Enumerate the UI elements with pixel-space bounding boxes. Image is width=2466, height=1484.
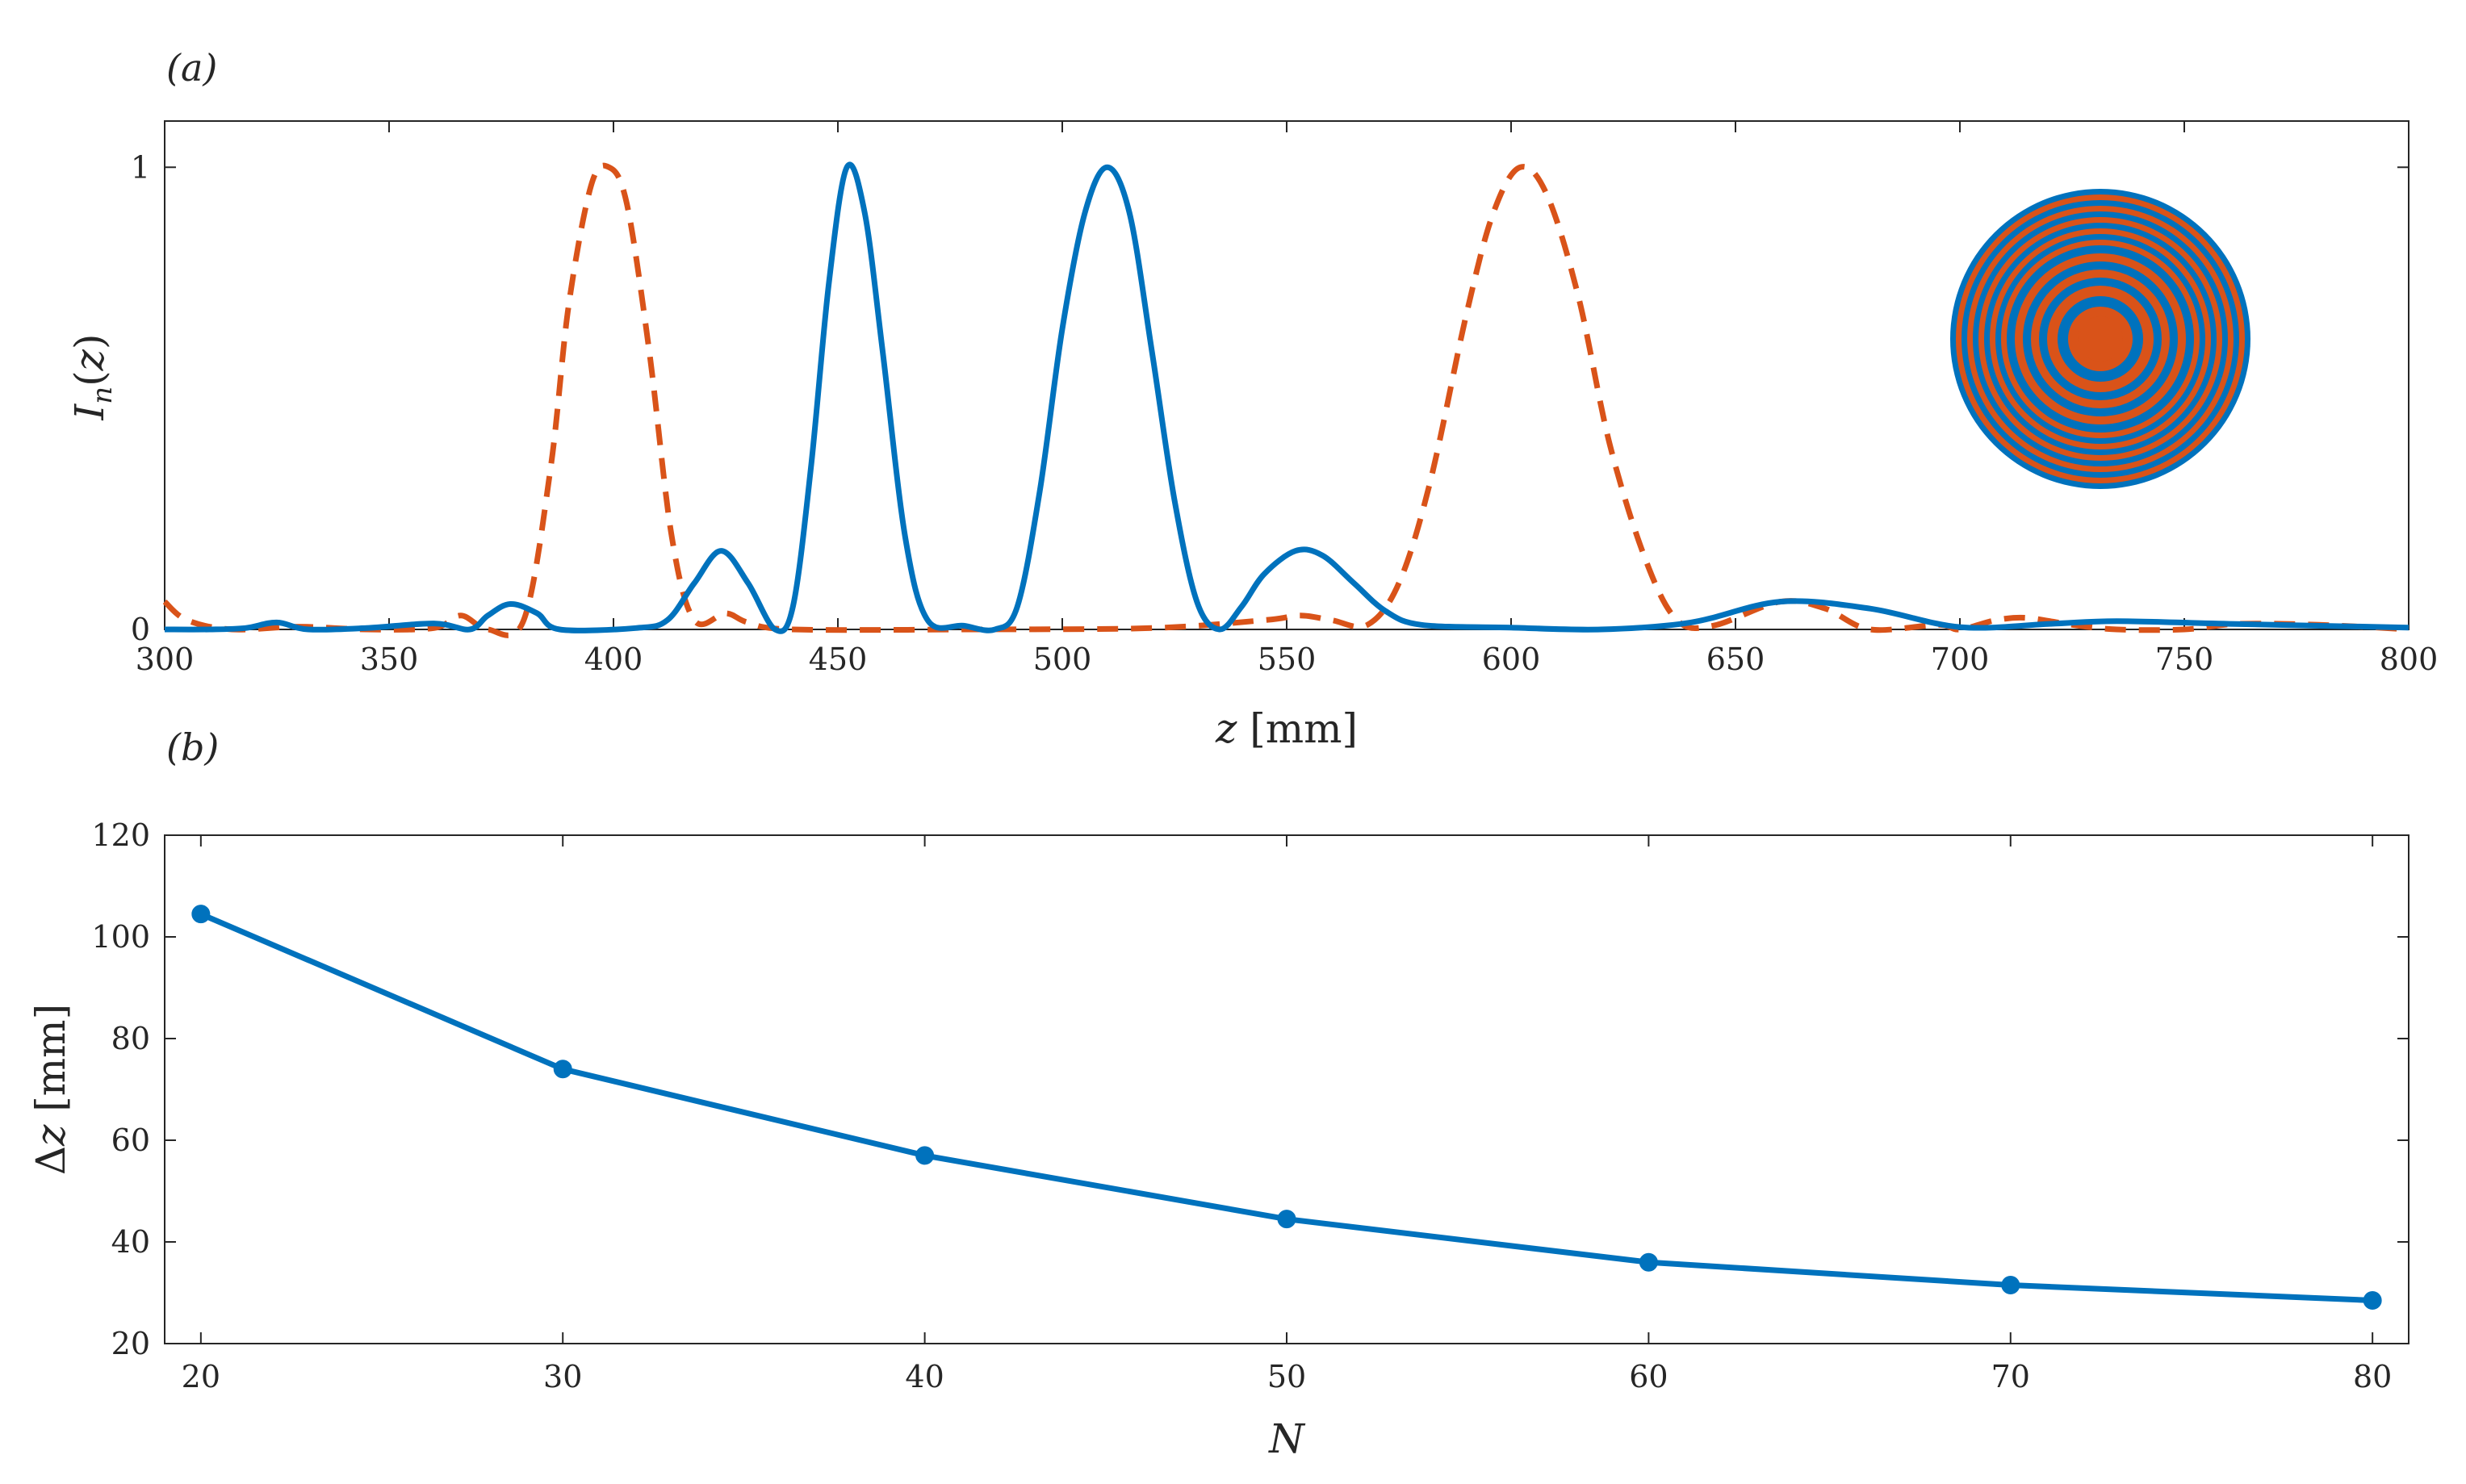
panel-b-data-point: [2363, 1290, 2382, 1310]
panel-a-y-tick-label: 0: [131, 612, 150, 647]
panel-b-label: (b): [166, 725, 219, 769]
panel-b-x-tick-label: 30: [543, 1359, 582, 1394]
panel-a-series: [162, 161, 2409, 638]
panel-a-x-tick-label: 400: [584, 642, 643, 677]
panel-b-y-axis-label: Δz [mm]: [27, 1004, 74, 1175]
panel-b-data-point: [191, 905, 211, 924]
panel-a-x-tick-label: 450: [809, 642, 868, 677]
panel-b-x-axis-label: N: [1268, 1415, 1306, 1462]
panel-b-x-ticks: 20 30 40 50 60 70 80: [182, 835, 2392, 1394]
panel-a-label: (a): [166, 46, 217, 90]
panel-b-data-point: [915, 1146, 935, 1165]
panel-b-data-point: [2001, 1276, 2020, 1295]
panel-a-y-axis-label: In(z): [66, 333, 119, 420]
panel-b-y-tick-label: 80: [111, 1021, 150, 1056]
panel-a-solid-series-line: [164, 161, 2409, 634]
panel-b-x-tick-label: 70: [1991, 1359, 2030, 1394]
panel-b-series-line: [199, 911, 2373, 1303]
panel-a-dashed-series-line: [162, 162, 2409, 638]
panel-a-x-tick-label: 800: [2380, 642, 2439, 677]
panel-b-y-tick-label: 20: [111, 1326, 150, 1361]
panel-b-data-point: [1277, 1210, 1296, 1229]
panel-b-y-tick-label: 120: [91, 817, 150, 853]
panel-a-y-tick-label: 1: [131, 149, 150, 185]
panel-b-x-tick-label: 40: [905, 1359, 944, 1394]
panel-b-x-tick-label: 80: [2353, 1359, 2392, 1394]
panel-b-x-tick-label: 20: [182, 1359, 220, 1394]
panel-a-x-ticks: 300 350 400 450 500 550 600 650 700 750 800: [136, 121, 2439, 677]
panel-b-y-tick-label: 100: [91, 919, 150, 955]
panel-a-x-tick-label: 350: [360, 642, 419, 677]
panel-b-data-point: [1639, 1252, 1658, 1272]
panel-a-x-tick-label: 550: [1258, 642, 1317, 677]
panel-b-axes-box: [164, 834, 2409, 1344]
panel-a-x-tick-label: 300: [136, 642, 195, 677]
panel-b-y-tick-label: 40: [111, 1224, 150, 1260]
panel-b: (b) 20 30 40 50 60 70 80 20 40 60 80 100 120 N Δz […: [27, 725, 2409, 1462]
panel-b-x-tick-label: 50: [1267, 1359, 1306, 1394]
panel-b-y-ticks: 20 40 60 80 100 120: [91, 817, 2409, 1361]
panel-a-x-axis-label: z [mm]: [1215, 705, 1358, 752]
panel-a-inset-rings: [1950, 189, 2250, 489]
panel-b-data-point: [553, 1060, 572, 1079]
panel-b-x-tick-label: 60: [1629, 1359, 1668, 1394]
panel-a: (a) 300 350 400 450 500 550 600 650 700 750 800 01…: [66, 46, 2438, 752]
panel-a-x-tick-label: 700: [1931, 642, 1990, 677]
panel-a-x-tick-label: 750: [2155, 642, 2214, 677]
panel-a-y-ticks: 01: [131, 149, 2409, 647]
panel-b-series: [191, 905, 2382, 1310]
inset-center-disc: [2078, 316, 2123, 362]
panel-a-x-tick-label: 500: [1033, 642, 1092, 677]
panel-b-y-tick-label: 60: [111, 1122, 150, 1158]
panel-a-x-tick-label: 600: [1482, 642, 1541, 677]
panel-a-x-tick-label: 650: [1706, 642, 1765, 677]
